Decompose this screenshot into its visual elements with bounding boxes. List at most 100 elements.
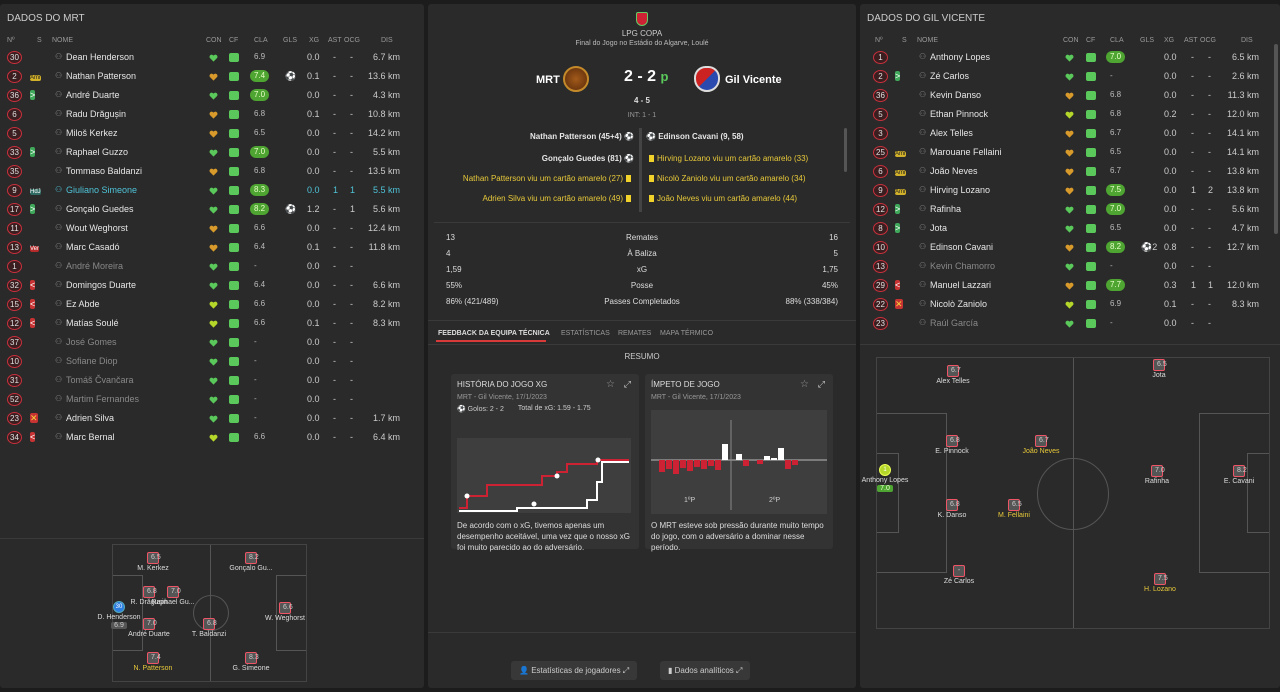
- player-row[interactable]: 52 ⚇ Martim Fernandes - 0.0 - -: [0, 390, 424, 409]
- status-tag[interactable]: <: [30, 299, 36, 309]
- player-row[interactable]: 9 Amr ⚇ Hirving Lozano 7.5 0.0 1 2 13.8 km: [860, 181, 1280, 200]
- col-ast[interactable]: AST: [1184, 37, 1198, 44]
- player-name[interactable]: Nicolò Zaniolo: [930, 299, 988, 309]
- pitch-player[interactable]: - Zé Carlos: [929, 564, 989, 592]
- player-name[interactable]: Anthony Lopes: [930, 52, 991, 62]
- col-name[interactable]: NOME: [52, 37, 73, 44]
- status-tag[interactable]: >: [895, 204, 901, 214]
- pitch-player[interactable]: 30 D. Henderson 6.9: [89, 601, 149, 629]
- pitch-player[interactable]: 6.7 João Neves: [1011, 434, 1071, 462]
- col-s[interactable]: S: [902, 37, 907, 44]
- col-name[interactable]: NOME: [917, 37, 938, 44]
- player-name[interactable]: Manuel Lazzari: [930, 280, 992, 290]
- status-tag[interactable]: <: [30, 432, 36, 442]
- player-name[interactable]: João Neves: [930, 166, 978, 176]
- player-name[interactable]: Jota: [930, 223, 948, 233]
- player-row[interactable]: 2 Amr ⚇ Nathan Patterson 7.4 ⚽ 0.1 - - 13.6 km: [0, 67, 424, 86]
- pitch-player[interactable]: 7.4 N. Patterson: [123, 651, 183, 679]
- analytics-button[interactable]: ▮ Dados analíticos ⤢: [660, 661, 751, 680]
- player-row[interactable]: 36 > ⚇ André Duarte 7.0 0.0 - - 4.3 km: [0, 86, 424, 105]
- player-name[interactable]: Kevin Chamorro: [930, 261, 996, 271]
- pitch-player[interactable]: 6.8 T. Baldanzi: [179, 617, 239, 645]
- player-row[interactable]: 29 < ⚇ Manuel Lazzari 7.7 0.3 1 1 12.0 km: [860, 276, 1280, 295]
- pitch-player[interactable]: 6.5 M. Fellaini: [984, 498, 1044, 526]
- player-name[interactable]: Ez Abde: [66, 299, 100, 309]
- xg-history-card[interactable]: HISTÓRIA DO JOGO XG ☆ ⤢ MRT - Gil Vicent…: [451, 374, 639, 552]
- player-row[interactable]: 8 > ⚇ Jota 6.5 0.0 - - 4.7 km: [860, 219, 1280, 238]
- player-name[interactable]: José Gomes: [66, 337, 117, 347]
- player-name[interactable]: Matías Soulé: [66, 318, 119, 328]
- player-name[interactable]: Dean Henderson: [66, 52, 135, 62]
- expand-icon[interactable]: ⤢: [817, 379, 825, 389]
- player-name[interactable]: Raphael Guzzo: [66, 147, 129, 157]
- pitch-player[interactable]: 7.5 H. Lozano: [1130, 572, 1190, 600]
- player-row[interactable]: 35 ⚇ Tommaso Baldanzi 6.8 0.0 - - 13.5 km: [0, 162, 424, 181]
- player-row[interactable]: 11 ⚇ Wout Weghorst 6.6 0.0 - - 12.4 km: [0, 219, 424, 238]
- player-name[interactable]: Wout Weghorst: [66, 223, 128, 233]
- col-gls[interactable]: GLS: [1140, 37, 1155, 44]
- player-row[interactable]: 5 ⚇ Ethan Pinnock 6.8 0.2 - - 12.0 km: [860, 105, 1280, 124]
- status-tag[interactable]: <: [30, 280, 36, 290]
- col-cf[interactable]: CF: [1086, 37, 1096, 44]
- pitch-player[interactable]: 8.3 G. Simeone: [221, 651, 281, 679]
- momentum-card[interactable]: ÍMPETO DE JOGO ☆ ⤢ MRT - Gil Vicente, 17…: [645, 374, 833, 552]
- status-tag[interactable]: Amr: [895, 189, 906, 195]
- scrollbar[interactable]: [1274, 44, 1278, 234]
- col-cla[interactable]: CLA: [254, 37, 268, 44]
- status-tag[interactable]: ✕: [30, 413, 38, 423]
- col-cf[interactable]: CF: [229, 37, 239, 44]
- star-icon[interactable]: ☆: [606, 379, 615, 390]
- player-name[interactable]: Giuliano Simeone: [66, 185, 138, 195]
- player-name[interactable]: Marouane Fellaini: [930, 147, 1002, 157]
- pitch-player[interactable]: 6.7 Alex Telles: [923, 364, 983, 392]
- player-row[interactable]: 13 Ver ⚇ Marc Casadó 6.4 0.1 - - 11.8 km: [0, 238, 424, 257]
- pitch-player[interactable]: 6.8 R. Drăgușin: [119, 585, 179, 613]
- home-crest-icon[interactable]: [563, 66, 589, 92]
- player-row[interactable]: 37 ⚇ José Gomes - 0.0 - -: [0, 333, 424, 352]
- status-tag[interactable]: >: [30, 204, 36, 214]
- col-gls[interactable]: GLS: [283, 37, 298, 44]
- player-row[interactable]: 13 ⚇ Kevin Chamorro - 0.0 - -: [860, 257, 1280, 276]
- player-row[interactable]: 6 Amr ⚇ João Neves 6.7 0.0 - - 13.8 km: [860, 162, 1280, 181]
- pitch-player[interactable]: 7.0 André Duarte: [119, 617, 179, 645]
- player-name[interactable]: Raúl García: [930, 318, 979, 328]
- player-row[interactable]: 9 HdJ ⚇ Giuliano Simeone 8.3 0.0 1 1 5.5 km: [0, 181, 424, 200]
- player-name[interactable]: Marc Bernal: [66, 432, 115, 442]
- player-name[interactable]: Martim Fernandes: [66, 394, 140, 404]
- status-tag[interactable]: >: [30, 147, 36, 157]
- player-row[interactable]: 23 ⚇ Raúl García - 0.0 - -: [860, 314, 1280, 333]
- home-team-name[interactable]: MRT: [536, 74, 560, 86]
- col-con[interactable]: CON: [1063, 37, 1079, 44]
- status-tag[interactable]: Ver: [30, 246, 40, 252]
- col-xg[interactable]: XG: [309, 37, 320, 44]
- tab-remates[interactable]: REMATES: [618, 330, 652, 337]
- pitch-player[interactable]: 7.0 Raphael Gu...: [143, 585, 203, 613]
- player-name[interactable]: Hirving Lozano: [930, 185, 991, 195]
- player-stats-button[interactable]: 👤 Estatísticas de jogadores ⤢: [511, 661, 638, 680]
- player-row[interactable]: 33 > ⚇ Raphael Guzzo 7.0 0.0 - - 5.5 km: [0, 143, 424, 162]
- player-row[interactable]: 23 ✕ ⚇ Adrien Silva - 0.0 - - 1.7 km: [0, 409, 424, 428]
- status-tag[interactable]: >: [895, 223, 901, 233]
- pitch-player[interactable]: 6.6 W. Weghorst: [255, 601, 315, 629]
- player-row[interactable]: 2 > ⚇ Zé Carlos - 0.0 - - 2.6 km: [860, 67, 1280, 86]
- player-row[interactable]: 25 Amr ⚇ Marouane Fellaini 6.5 0.0 - - 14.1 km: [860, 143, 1280, 162]
- player-name[interactable]: André Moreira: [66, 261, 124, 271]
- player-row[interactable]: 3 ⚇ Alex Telles 6.7 0.0 - - 14.1 km: [860, 124, 1280, 143]
- expand-icon[interactable]: ⤢: [623, 379, 631, 389]
- player-name[interactable]: Marc Casadó: [66, 242, 120, 252]
- pitch-player[interactable]: 8.2 Gonçalo Gu...: [221, 551, 281, 579]
- player-name[interactable]: Adrien Silva: [66, 413, 115, 423]
- col-no[interactable]: Nº: [7, 37, 15, 44]
- star-icon[interactable]: ☆: [800, 379, 809, 390]
- col-s[interactable]: S: [37, 37, 42, 44]
- status-tag[interactable]: ✕: [895, 299, 903, 309]
- player-row[interactable]: 36 ⚇ Kevin Danso 6.8 0.0 - - 11.3 km: [860, 86, 1280, 105]
- col-ocg[interactable]: OCG: [1200, 37, 1216, 44]
- pitch-player[interactable]: 6.5 Jota: [1129, 358, 1189, 386]
- player-row[interactable]: 1 ⚇ André Moreira - 0.0 - -: [0, 257, 424, 276]
- player-row[interactable]: 17 > ⚇ Gonçalo Guedes 8.2 ⚽ 1.2 - 1 5.6 km: [0, 200, 424, 219]
- status-tag[interactable]: <: [30, 318, 36, 328]
- pitch-player[interactable]: 1 Anthony Lopes 7.0: [860, 464, 915, 492]
- status-tag[interactable]: >: [30, 90, 36, 100]
- status-tag[interactable]: Amr: [30, 75, 41, 81]
